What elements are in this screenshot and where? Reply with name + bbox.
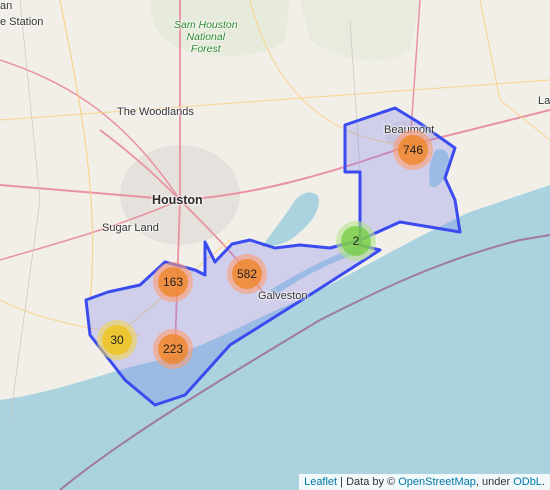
- maritime-boundary: [59, 234, 550, 490]
- cluster-count: 30: [102, 325, 132, 355]
- label-sugar-land: Sugar Land: [102, 222, 159, 234]
- cluster-marker-west[interactable]: 30: [97, 320, 137, 360]
- odbl-link[interactable]: ODbL: [513, 476, 542, 488]
- forest-area: [150, 0, 290, 57]
- park-label-line1: Sam Houston: [174, 19, 238, 31]
- openstreetmap-link[interactable]: OpenStreetMap: [398, 476, 476, 488]
- label-station: e Station: [0, 16, 44, 28]
- galveston-bay: [262, 192, 319, 247]
- label-the-woodlands: The Woodlands: [117, 106, 194, 118]
- leaflet-link[interactable]: Leaflet: [304, 476, 338, 488]
- attribution-under: , under: [475, 476, 514, 488]
- east-green: [300, 0, 420, 61]
- label-houston: Houston: [152, 193, 203, 207]
- attribution-sep: | Data by ©: [337, 476, 399, 488]
- cluster-count: 582: [232, 259, 262, 289]
- cluster-marker-bolivar[interactable]: 2: [336, 221, 376, 261]
- cluster-marker-freeport[interactable]: 223: [153, 329, 193, 369]
- label-an: an: [0, 0, 13, 12]
- west-bay: [160, 318, 274, 380]
- map-attribution: Leaflet | Data by © OpenStreetMap, under…: [299, 474, 550, 490]
- cluster-count: 163: [158, 267, 188, 297]
- park-label-line2: National: [186, 31, 226, 43]
- east-bay: [270, 246, 362, 296]
- gulf-water: [0, 185, 550, 490]
- cluster-marker-beaumont[interactable]: 746: [393, 130, 433, 170]
- cluster-marker-brazoria[interactable]: 163: [153, 262, 193, 302]
- cluster-count: 223: [158, 334, 188, 364]
- attribution-end: .: [541, 476, 545, 488]
- label-lake: La: [538, 95, 550, 107]
- label-sam-houston-forest: Sam Houston National Forest: [174, 19, 238, 55]
- cluster-count: 2: [341, 226, 371, 256]
- cluster-marker-galveston[interactable]: 582: [227, 254, 267, 294]
- cluster-count: 746: [398, 135, 428, 165]
- park-label-line3: Forest: [190, 43, 221, 55]
- label-galveston: Galveston: [258, 290, 308, 302]
